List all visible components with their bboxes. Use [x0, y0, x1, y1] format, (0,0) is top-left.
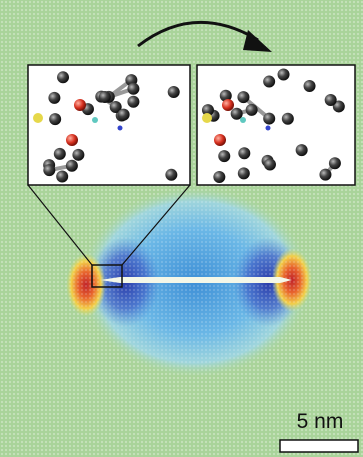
page: {"scale_bar": {"label": "5 nm"}} [0, 0, 363, 457]
atom [238, 167, 250, 179]
atom [238, 147, 250, 159]
nitrogen [118, 126, 123, 131]
atom [278, 69, 290, 81]
atom [43, 164, 55, 176]
oxygen [66, 134, 78, 146]
crack [100, 277, 292, 283]
atom [246, 104, 258, 116]
atom [66, 160, 78, 172]
silicon [202, 113, 212, 123]
hydrogen [92, 117, 98, 123]
figure: 5 nm [0, 0, 363, 457]
atom [127, 96, 139, 108]
scale-bar-label: 5 nm [297, 410, 344, 433]
atom [118, 109, 130, 121]
atom [213, 171, 225, 183]
atom [56, 170, 68, 182]
atom [99, 91, 111, 103]
scale-bar [280, 440, 358, 452]
atom [218, 150, 230, 162]
atom [304, 80, 316, 92]
oxygen [214, 134, 226, 146]
oxygen [74, 99, 86, 111]
atom [168, 86, 180, 98]
atom [325, 94, 337, 106]
atom [282, 113, 294, 125]
hydrogen [240, 117, 246, 123]
atom [57, 71, 69, 83]
oxygen [222, 99, 234, 111]
atom [165, 169, 177, 181]
atom [48, 92, 60, 104]
atom [263, 76, 275, 88]
atom [264, 158, 276, 170]
atom [72, 149, 84, 161]
atom [237, 91, 249, 103]
atom [54, 148, 66, 160]
nitrogen [266, 126, 271, 131]
atom [127, 83, 139, 95]
atom [296, 144, 308, 156]
atom [263, 113, 275, 125]
atom [319, 169, 331, 181]
atom [49, 113, 61, 125]
silicon [33, 113, 43, 123]
atom [329, 157, 341, 169]
